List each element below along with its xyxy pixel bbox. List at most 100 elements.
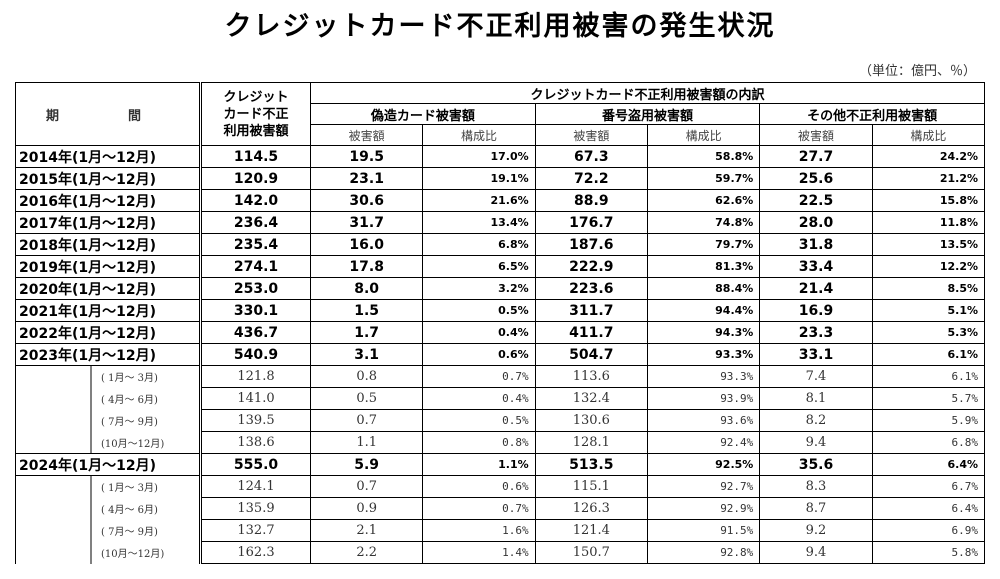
other-ratio-cell: 11.8% [871, 211, 986, 234]
counterfeit-ratio-cell: 0.5% [422, 299, 536, 322]
quarter-period-cell: ( 1月～ 3月) [15, 475, 201, 498]
other-ratio-cell: 21.2% [871, 167, 986, 190]
other-ratio-cell: 12.2% [871, 255, 986, 278]
other-amount-cell: 8.2 [759, 409, 873, 432]
total-cell: 138.6 [199, 431, 311, 454]
number-theft-ratio-cell: 93.6% [646, 409, 761, 432]
table-row-year: 2021年(1月～12月) 330.1 1.5 0.5% 311.7 94.4% 16.9 5… [15, 299, 986, 322]
counterfeit-amount-cell: 5.9 [309, 453, 424, 476]
table-row-year: 2018年(1月～12月) 235.4 16.0 6.8% 187.6 79.7% 31.8… [15, 233, 986, 256]
quarter-period-cell: (10月～12月) [15, 431, 201, 454]
number-theft-amount-cell: 88.9 [534, 189, 648, 212]
counterfeit-ratio-cell: 0.5% [422, 409, 536, 432]
other-amount-cell: 8.3 [759, 475, 873, 498]
other-amount-cell: 25.6 [759, 167, 873, 190]
total-cell: 253.0 [199, 277, 311, 300]
other-ratio-cell: 5.7% [871, 387, 986, 410]
counterfeit-amount-cell: 1.5 [309, 299, 424, 322]
total-cell: 114.5 [199, 145, 311, 168]
other-ratio-cell: 6.1% [871, 343, 986, 366]
number-theft-amount-cell: 513.5 [534, 453, 648, 476]
total-cell: 162.3 [199, 541, 311, 564]
table-row-quarter: ( 7月～ 9月) 132.7 2.1 1.6% 121.4 91.5% 9.2 6.9% [15, 519, 986, 542]
group-header-other: その他不正利用被害額 [759, 103, 985, 125]
number-theft-ratio-cell: 58.8% [646, 145, 761, 168]
counterfeit-amount-cell: 0.7 [309, 409, 424, 432]
period-cell: 2021年(1月～12月) [15, 299, 201, 322]
number-theft-ratio-cell: 94.4% [646, 299, 761, 322]
number-theft-amount-cell: 132.4 [534, 387, 648, 410]
counterfeit-ratio-cell: 1.4% [422, 541, 536, 564]
counterfeit-ratio-cell: 19.1% [422, 167, 536, 190]
counterfeit-ratio-cell: 21.6% [422, 189, 536, 212]
number-theft-ratio-cell: 91.5% [646, 519, 761, 542]
total-cell: 555.0 [199, 453, 311, 476]
total-header: クレジット カード不正 利用被害額 [199, 82, 311, 146]
other-amount-cell: 9.4 [759, 431, 873, 454]
other-amount-cell: 21.4 [759, 277, 873, 300]
counterfeit-ratio-cell: 0.4% [422, 321, 536, 344]
number-theft-amount-cell: 187.6 [534, 233, 648, 256]
table-row-quarter: ( 4月～ 6月) 135.9 0.9 0.7% 126.3 92.9% 8.7 6.4% [15, 497, 986, 520]
counterfeit-ratio-cell: 6.5% [422, 255, 536, 278]
counterfeit-amount-cell: 19.5 [309, 145, 424, 168]
other-ratio-cell: 15.8% [871, 189, 986, 212]
number-theft-amount-cell: 222.9 [534, 255, 648, 278]
other-ratio-cell: 8.5% [871, 277, 986, 300]
number-theft-amount-cell: 311.7 [534, 299, 648, 322]
other-ratio-cell: 5.9% [871, 409, 986, 432]
group-header-counterfeit: 偽造カード被害額 [310, 103, 536, 125]
number-theft-amount-cell: 504.7 [534, 343, 648, 366]
number-theft-ratio-cell: 92.9% [646, 497, 761, 520]
other-ratio-cell: 5.3% [871, 321, 986, 344]
other-ratio-cell: 5.1% [871, 299, 986, 322]
other-amount-cell: 16.9 [759, 299, 873, 322]
table-row-year: 2016年(1月～12月) 142.0 30.6 21.6% 88.9 62.6% 22.5… [15, 189, 986, 212]
other-amount-cell: 23.3 [759, 321, 873, 344]
other-amount-cell: 35.6 [759, 453, 873, 476]
other-ratio-cell: 6.8% [871, 431, 986, 454]
other-amount-cell: 33.4 [759, 255, 873, 278]
period-cell: 2018年(1月～12月) [15, 233, 201, 256]
other-amount-cell: 9.2 [759, 519, 873, 542]
table-row-quarter: (10月～12月) 138.6 1.1 0.8% 128.1 92.4% 9.4 6.8% [15, 431, 986, 454]
other-amount-cell: 7.4 [759, 365, 873, 388]
other-ratio-cell: 24.2% [871, 145, 986, 168]
total-cell: 120.9 [199, 167, 311, 190]
number-theft-amount-cell: 67.3 [534, 145, 648, 168]
counterfeit-amount-cell: 23.1 [309, 167, 424, 190]
period-cell: 2022年(1月～12月) [15, 321, 201, 344]
counterfeit-ratio-cell: 13.4% [422, 211, 536, 234]
number-theft-ratio-cell: 92.8% [646, 541, 761, 564]
sub-header-ratio: 構成比 [646, 124, 761, 146]
period-cell: 2020年(1月～12月) [15, 277, 201, 300]
sub-header-ratio: 構成比 [422, 124, 536, 146]
number-theft-ratio-cell: 92.7% [646, 475, 761, 498]
period-header: 期 間 [15, 82, 201, 146]
counterfeit-amount-cell: 16.0 [309, 233, 424, 256]
number-theft-amount-cell: 113.6 [534, 365, 648, 388]
number-theft-ratio-cell: 62.6% [646, 189, 761, 212]
counterfeit-ratio-cell: 1.1% [422, 453, 536, 476]
counterfeit-ratio-cell: 6.8% [422, 233, 536, 256]
other-ratio-cell: 6.7% [871, 475, 986, 498]
number-theft-amount-cell: 150.7 [534, 541, 648, 564]
number-theft-ratio-cell: 74.8% [646, 211, 761, 234]
table-row-quarter: ( 1月～ 3月) 124.1 0.7 0.6% 115.1 92.7% 8.3 6.7% [15, 475, 986, 498]
page-title: クレジットカード不正利用被害の発生状況 [224, 11, 776, 42]
number-theft-amount-cell: 115.1 [534, 475, 648, 498]
counterfeit-ratio-cell: 0.7% [422, 365, 536, 388]
counterfeit-ratio-cell: 3.2% [422, 277, 536, 300]
counterfeit-amount-cell: 31.7 [309, 211, 424, 234]
breakdown-header: クレジットカード不正利用被害額の内訳 [310, 82, 985, 104]
table-row-year: 2017年(1月～12月) 236.4 31.7 13.4% 176.7 74.8% 28.… [15, 211, 986, 234]
total-cell: 540.9 [199, 343, 311, 366]
period-cell: 2024年(1月～12月) [15, 453, 201, 476]
quarter-period-cell: ( 7月～ 9月) [15, 519, 201, 542]
total-cell: 274.1 [199, 255, 311, 278]
number-theft-ratio-cell: 92.5% [646, 453, 761, 476]
number-theft-amount-cell: 176.7 [534, 211, 648, 234]
counterfeit-amount-cell: 1.7 [309, 321, 424, 344]
period-cell: 2016年(1月～12月) [15, 189, 201, 212]
unit-note: （単位：億円、％） [858, 64, 976, 79]
